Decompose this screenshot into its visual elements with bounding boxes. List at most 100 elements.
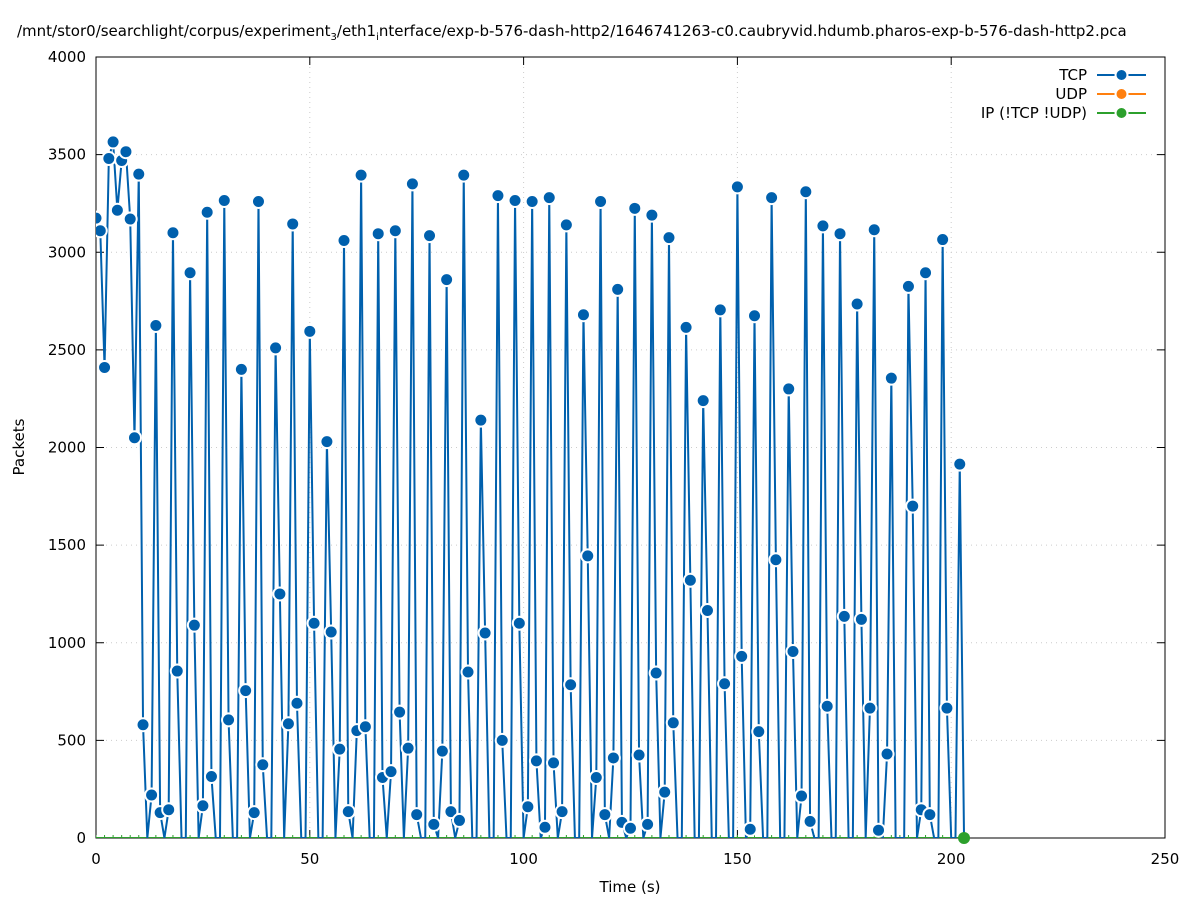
- title-part: /eth1: [337, 22, 376, 40]
- y-tick-label: 2500: [48, 341, 86, 359]
- tcp-data-point: [186, 617, 202, 633]
- tcp-data-point: [918, 265, 934, 281]
- x-axis-label: Time (s): [599, 878, 661, 896]
- tcp-data-point: [340, 804, 356, 820]
- tcp-data-point: [563, 677, 579, 693]
- tcp-data-point: [490, 188, 506, 204]
- tcp-data-point: [742, 821, 758, 837]
- tcp-data-point: [832, 226, 848, 242]
- tcp-data-point: [250, 193, 266, 209]
- tcp-data-point: [524, 193, 540, 209]
- tcp-data-point: [451, 812, 467, 828]
- tcp-data-point: [319, 434, 335, 450]
- tcp-data-point: [494, 732, 510, 748]
- tcp-data-point: [661, 230, 677, 246]
- y-tick-label: 3000: [48, 243, 86, 261]
- tcp-data-point: [216, 193, 232, 209]
- tcp-data-point: [507, 193, 523, 209]
- tcp-data-point: [575, 307, 591, 323]
- y-tick-label: 1000: [48, 634, 86, 652]
- tcp-data-point: [802, 813, 818, 829]
- tcp-data-point: [268, 340, 284, 356]
- tcp-data-point: [853, 611, 869, 627]
- tcp-data-point: [764, 190, 780, 206]
- tcp-data-point: [409, 807, 425, 823]
- tcp-data-point: [289, 695, 305, 711]
- tcp-data-point: [135, 717, 151, 733]
- tcp-data-point: [768, 552, 784, 568]
- tcp-data-point: [302, 323, 318, 339]
- tcp-data-point: [640, 816, 656, 832]
- tcp-data-point: [131, 166, 147, 182]
- title-part: 3: [331, 32, 337, 43]
- tcp-data-point: [195, 798, 211, 814]
- tcp-data-point: [443, 804, 459, 820]
- tcp-data-point: [280, 716, 296, 732]
- tcp-data-point: [97, 359, 113, 375]
- legend-label: UDP: [1055, 85, 1087, 103]
- legend-marker: [1114, 68, 1129, 82]
- tcp-data-point: [203, 768, 219, 784]
- tcp-data-point: [849, 296, 865, 312]
- tcp-data-point: [96, 223, 108, 239]
- tcp-data-point: [610, 281, 626, 297]
- tcp-data-point: [199, 204, 215, 220]
- tcp-data-point: [426, 816, 442, 832]
- tcp-data-point: [101, 151, 117, 167]
- tcp-data-point: [657, 784, 673, 800]
- ip-data-point: [958, 832, 971, 844]
- y-tick-label: 1500: [48, 536, 86, 554]
- tcp-data-point: [905, 498, 921, 514]
- tcp-data-point: [323, 624, 339, 640]
- legend-marker: [1114, 106, 1129, 120]
- tcp-data-point: [460, 664, 476, 680]
- x-tick-label: 200: [937, 850, 966, 868]
- tcp-data-point: [794, 788, 810, 804]
- tcp-data-point: [815, 218, 831, 234]
- tcp-data-point: [747, 308, 763, 324]
- tcp-data-point: [939, 700, 955, 716]
- tcp-data-point: [332, 741, 348, 757]
- tcp-data-point: [477, 625, 493, 641]
- tcp-data-point: [336, 233, 352, 249]
- tcp-data-point: [665, 715, 681, 731]
- tcp-data-point: [439, 272, 455, 288]
- tcp-data-point: [306, 615, 322, 631]
- x-tick-label: 150: [723, 850, 752, 868]
- x-tick-label: 100: [509, 850, 538, 868]
- title-part: /mnt/stor0/searchlight/corpus/experiment: [17, 22, 331, 40]
- tcp-data-point: [238, 683, 254, 699]
- tcp-data-point: [836, 608, 852, 624]
- tcp-data-point: [422, 228, 438, 244]
- tcp-data-point: [781, 381, 797, 397]
- tcp-data-point: [122, 211, 138, 227]
- legend-label: IP (!TCP !UDP): [981, 104, 1087, 122]
- tcp-data-point: [528, 753, 544, 769]
- tcp-data-point: [900, 278, 916, 294]
- chart-title: /mnt/stor0/searchlight/corpus/experiment…: [17, 22, 1127, 43]
- tcp-data-point: [751, 724, 767, 740]
- tcp-data-point: [434, 743, 450, 759]
- tcp-data-point: [165, 225, 181, 241]
- tcp-data-point: [353, 167, 369, 183]
- tcp-data-point: [182, 265, 198, 281]
- tcp-data-point: [935, 232, 951, 248]
- tick-labels: 0 500 1000 1500 2000 2500 3000 3500 4000 0 50 100 15…: [48, 48, 1180, 868]
- tcp-data-point: [648, 665, 664, 681]
- tcp-data-point: [695, 393, 711, 409]
- title-part: i: [376, 32, 379, 43]
- tcp-data-point: [109, 202, 125, 218]
- tcp-data-point: [148, 317, 164, 333]
- tcp-data-point: [699, 603, 715, 619]
- tcp-data-point: [597, 807, 613, 823]
- tcp-data-point: [246, 805, 262, 821]
- y-tick-label: 500: [57, 731, 86, 749]
- tcp-data-point: [404, 176, 420, 192]
- tcp-data-point: [678, 319, 694, 335]
- tcp-data-point: [126, 430, 142, 446]
- tcp-data-point: [383, 764, 399, 780]
- tcp-data-point: [511, 615, 527, 631]
- tcp-data-point: [118, 144, 134, 160]
